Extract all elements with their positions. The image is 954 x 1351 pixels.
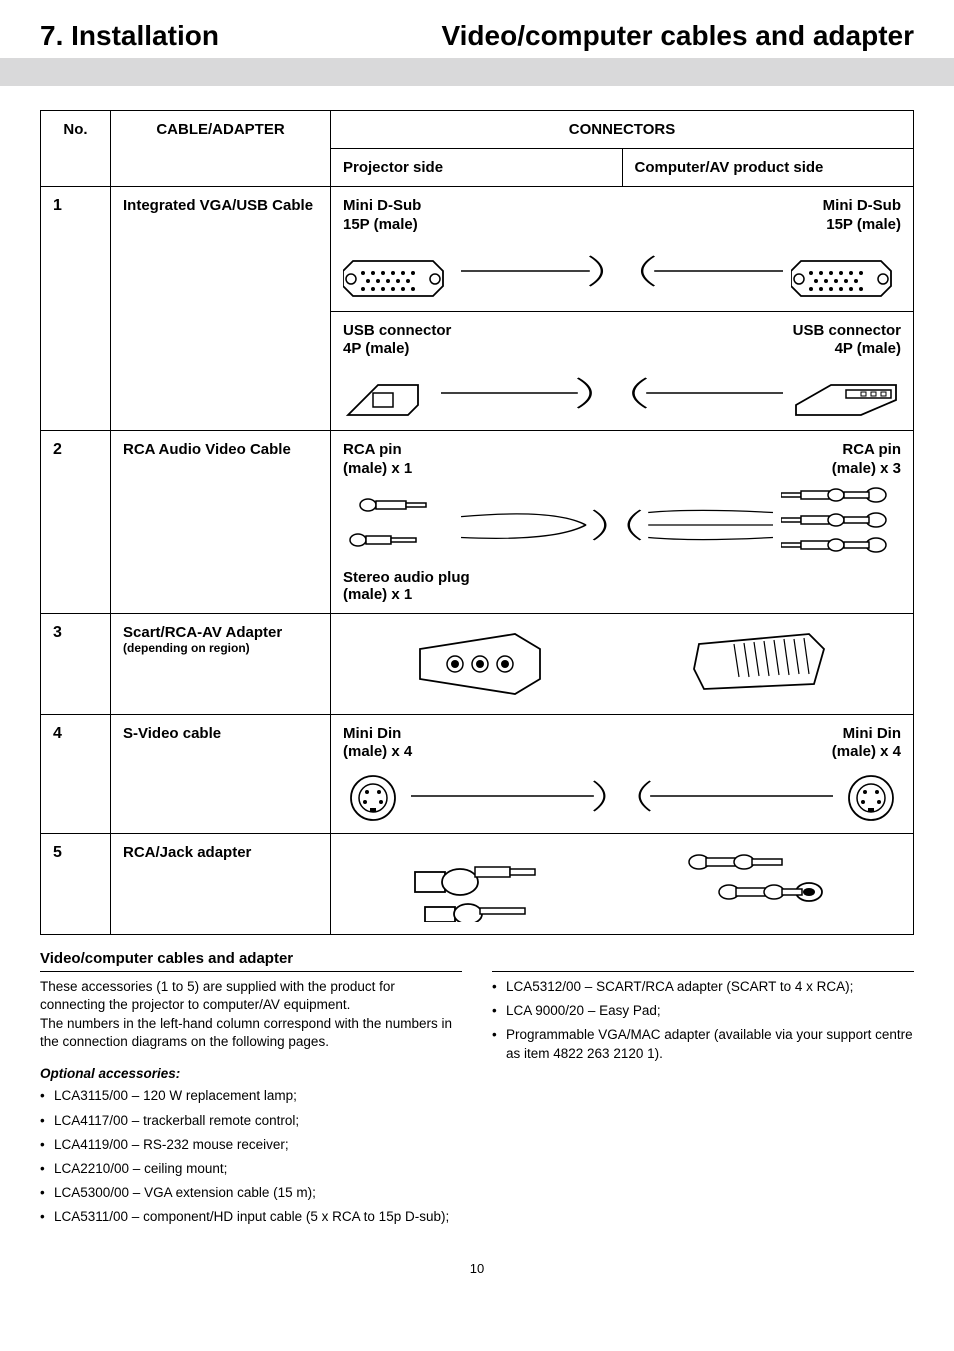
connector-cell: Mini Din (male) x 4 Mini Din (male) x 4 xyxy=(331,714,914,834)
conn-right-1: Mini D-Sub xyxy=(823,197,901,214)
header-bar xyxy=(0,58,954,86)
conn-right-2: (male) x 3 xyxy=(832,460,901,477)
row-name: RCA/Jack adapter xyxy=(111,834,331,935)
scart-front-icon xyxy=(415,629,545,699)
row-no: 2 xyxy=(41,431,111,614)
rca-right-icon xyxy=(781,485,901,565)
connector-cell xyxy=(331,613,914,714)
list-item: LCA5300/00 – VGA extension cable (15 m); xyxy=(40,1184,462,1202)
row-name: Scart/RCA-AV Adapter xyxy=(123,624,318,641)
list-item: Programmable VGA/MAC adapter (available … xyxy=(492,1026,914,1062)
list-item: LCA4117/00 – trackerball remote control; xyxy=(40,1112,462,1130)
conn-right-1: USB connector xyxy=(793,322,901,339)
conn-left-2: (male) x 1 xyxy=(343,460,412,477)
page-number: 10 xyxy=(40,1261,914,1276)
usb-a-icon xyxy=(791,365,901,420)
th-proj: Projector side xyxy=(331,149,623,187)
row-name-cell: Scart/RCA-AV Adapter (depending on regio… xyxy=(111,613,331,714)
row-sub: (depending on region) xyxy=(123,641,318,655)
cable-break-icon xyxy=(411,771,833,821)
th-cable: CABLE/ADAPTER xyxy=(111,111,331,187)
row-no: 4 xyxy=(41,714,111,834)
vga-left-icon xyxy=(343,241,453,301)
vga-right-icon xyxy=(791,241,901,301)
row-no: 3 xyxy=(41,613,111,714)
rcajack-right-icon xyxy=(684,847,834,922)
optional-list-left: LCA3115/00 – 120 W replacement lamp; LCA… xyxy=(40,1087,462,1226)
optional-list-right: LCA5312/00 – SCART/RCA adapter (SCART to… xyxy=(492,978,914,1063)
below-title: Video/computer cables and adapter xyxy=(40,949,462,969)
below-left-col: Video/computer cables and adapter These … xyxy=(40,949,462,1233)
list-item: LCA5311/00 – component/HD input cable (5… xyxy=(40,1208,462,1226)
divider xyxy=(492,971,914,972)
list-item: LCA3115/00 – 120 W replacement lamp; xyxy=(40,1087,462,1105)
cable-break-icon xyxy=(461,246,783,296)
list-item: LCA4119/00 – RS-232 mouse receiver; xyxy=(40,1136,462,1154)
rcajack-left-icon xyxy=(410,847,550,922)
connector-cell xyxy=(331,834,914,935)
table-row: 5 RCA/Jack adapter xyxy=(41,834,914,935)
row-no: 1 xyxy=(41,187,111,431)
divider xyxy=(40,971,462,972)
conn-left-1: RCA pin xyxy=(343,441,402,458)
conn-left-1: Mini Din xyxy=(343,725,401,742)
minidin-right-icon xyxy=(841,768,901,823)
optional-title: Optional accessories: xyxy=(40,1066,180,1081)
conn-right-1: Mini Din xyxy=(843,725,901,742)
conn-right-2: 15P (male) xyxy=(826,216,901,233)
th-no: No. xyxy=(41,111,111,187)
below-para2: The numbers in the left-hand column corr… xyxy=(40,1015,462,1051)
table-row: 1 Integrated VGA/USB Cable Mini D-Sub 15… xyxy=(41,187,914,312)
conn-left-1: Mini D-Sub xyxy=(343,197,421,214)
table-row: 3 Scart/RCA-AV Adapter (depending on reg… xyxy=(41,613,914,714)
header-left: 7. Installation xyxy=(40,20,219,52)
conn-bottom-left-2: (male) x 1 xyxy=(343,586,412,603)
table-row: 2 RCA Audio Video Cable RCA pin (male) x… xyxy=(41,431,914,614)
conn-right-2: 4P (male) xyxy=(835,340,901,357)
th-comp: Computer/AV product side xyxy=(622,149,914,187)
row-no: 5 xyxy=(41,834,111,935)
conn-bottom-left-1: Stereo audio plug xyxy=(343,569,470,586)
conn-left-2: (male) x 4 xyxy=(343,743,412,760)
conn-right-1: RCA pin xyxy=(842,441,901,458)
list-item: LCA2210/00 – ceiling mount; xyxy=(40,1160,462,1178)
row-name: S-Video cable xyxy=(111,714,331,834)
list-item: LCA5312/00 – SCART/RCA adapter (SCART to… xyxy=(492,978,914,996)
below-para1: These accessories (1 to 5) are supplied … xyxy=(40,978,462,1014)
cable-table: No. CABLE/ADAPTER CONNECTORS Projector s… xyxy=(40,110,914,935)
conn-left-2: 15P (male) xyxy=(343,216,418,233)
connector-cell: Mini D-Sub 15P (male) Mini D-Sub 15P (ma… xyxy=(331,187,914,312)
header-right: Video/computer cables and adapter xyxy=(441,20,914,52)
conn-left-1: USB connector xyxy=(343,322,451,339)
conn-right-2: (male) x 4 xyxy=(832,743,901,760)
connector-cell: RCA pin (male) x 1 RCA pin (male) x 3 xyxy=(331,431,914,614)
cable-break-icon xyxy=(441,368,783,418)
below-right-col: LCA5312/00 – SCART/RCA adapter (SCART to… xyxy=(492,949,914,1233)
cable-break-icon xyxy=(461,500,773,550)
conn-left-2: 4P (male) xyxy=(343,340,409,357)
table-row: 4 S-Video cable Mini Din (male) x 4 Mini… xyxy=(41,714,914,834)
row-name: Integrated VGA/USB Cable xyxy=(111,187,331,431)
th-connectors: CONNECTORS xyxy=(331,111,914,149)
list-item: LCA 9000/20 – Easy Pad; xyxy=(492,1002,914,1020)
minidin-left-icon xyxy=(343,768,403,823)
rca-left-icon xyxy=(343,485,453,565)
connector-cell: USB connector 4P (male) USB connector 4P… xyxy=(331,311,914,431)
scart-back-icon xyxy=(689,629,829,699)
usb-b-icon xyxy=(343,365,433,420)
row-name: RCA Audio Video Cable xyxy=(111,431,331,614)
